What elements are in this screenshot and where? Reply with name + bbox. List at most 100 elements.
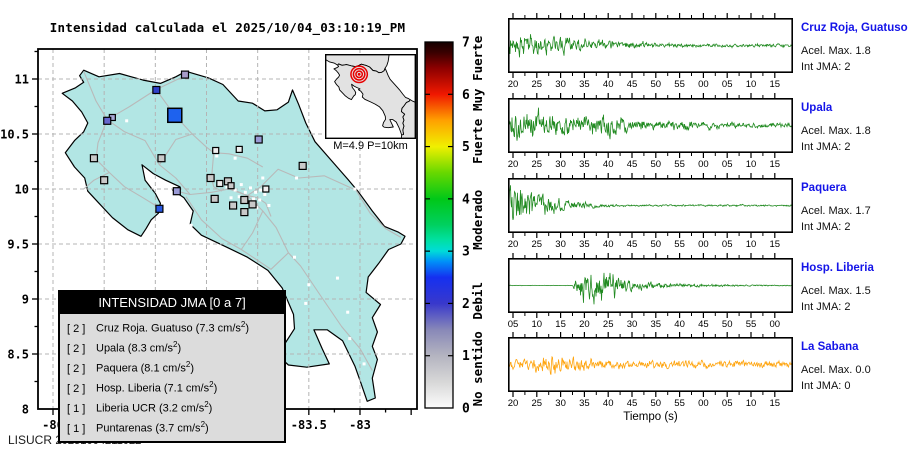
colorbar-tick-label: 2 [462,297,470,312]
colorbar-gradient [424,41,454,409]
int-jma-label: Int JMA: 2 [801,61,851,73]
station-dot [225,185,229,189]
intensity-map: -86-85.5-85-84.5-84-83.5-8388.599.51010.… [0,48,418,432]
station-intensity-marker [206,173,215,183]
superscript-2: 2 [173,340,178,350]
time-tick-label: 55 [674,239,685,250]
inset-frame [324,53,416,139]
legend-row: [ 2 ] Cruz Roja. Guatuso (7.3 cm/s2) [67,317,277,337]
legend-station-text: Puntarenas (3.7 cm/s [96,422,201,435]
y-axis-label: 8 [22,403,29,417]
intensity-bracket: [ 2 ] [67,362,86,375]
time-tick-label: 50 [651,79,662,90]
station-intensity-marker [180,70,190,79]
station-dot [248,186,252,190]
legend-station-text: Upala (8.3 cm/s [96,342,174,355]
station-dot [189,223,193,227]
legend-row: [ 1 ] Liberia UCR (3.2 cm/s2) [67,397,277,417]
time-tick-label: 40 [674,319,685,330]
legend-station-text: Paquera (8.1 cm/s [96,362,186,375]
station-dot [259,188,263,192]
time-tick-label: 40 [603,398,614,409]
int-jma-label: Int JMA: 2 [801,301,851,313]
time-tick-label: 25 [532,398,543,409]
time-tick-label: 20 [508,79,519,90]
road-line [240,210,264,250]
time-tick-label: 30 [555,239,566,250]
y-axis-label: 9 [22,293,29,307]
station-dot [254,190,258,194]
station-intensity-marker [240,195,249,205]
station-intensity-marker [89,154,99,163]
seismogram-trace [508,185,793,220]
time-tick-label: 20 [579,319,590,330]
station-dot [243,190,247,194]
inset-map [324,53,416,139]
y-axis-label: 10 [15,183,29,197]
time-tick-label: 00 [698,79,709,90]
station-intensity-marker [298,161,307,170]
station-dot [261,176,265,180]
time-tick-label: 05 [722,398,733,409]
station-dot [346,310,350,314]
road-line [247,168,357,197]
waveform-panel-5: 20 25 30 35 40 45 50 55 00 05 10 15 [508,332,793,409]
epicenter-symbol [357,72,361,76]
station-dot [237,195,241,199]
x-axis-label: -83 [349,418,371,432]
y-axis-label: 8.5 [7,348,29,362]
station-dot [229,196,233,200]
station-intensity-marker [248,200,257,209]
waveform-panel-1: 20 25 30 35 40 45 50 55 00 05 10 15 [508,13,793,90]
waveform-panel-4: 05 10 15 20 25 30 35 40 45 50 55 00 [508,253,793,330]
station-intensity-marker [152,85,161,95]
station-intensity-marker [229,201,238,210]
time-tick-label: 10 [746,239,757,250]
time-tick-label: 45 [698,319,709,330]
time-tick-label: 50 [722,319,733,330]
station-intensity-marker [212,146,220,155]
superscript-2: 2 [240,320,246,329]
time-tick-label: 05 [722,79,733,90]
time-tick-label: 40 [603,79,614,90]
acel-max-label: Acel. Max. 1.8 [801,125,871,137]
intensity-bracket: [ 1 ] [67,422,86,435]
legend-row: [ 2 ] Paquera (8.1 cm/s2) [67,357,277,377]
waveform-frame [508,258,793,314]
time-tick-label: 00 [698,239,709,250]
station-dot [252,197,256,201]
x-axis-label: -83.5 [291,418,327,432]
station-name: La Sabana [801,341,859,353]
time-tick-label: 45 [627,239,638,250]
inset-land-group [325,54,416,139]
time-tick-label: 00 [770,319,781,330]
colorbar-scale-label: Muy Fuerte [470,35,485,111]
colorbar-tick-label: 4 [462,192,470,207]
road-line [247,195,373,371]
station-intensity-marker [262,185,270,193]
time-tick-label: 35 [579,398,590,409]
station-dot [215,154,219,158]
road-line [211,152,223,192]
colorbar-scale-label: Moderado [470,190,485,250]
time-tick-label: 10 [746,79,757,90]
colorbar-scale-label: Fuerte [470,118,485,164]
time-tick-label: 55 [674,398,685,409]
time-tick-label: 40 [603,239,614,250]
y-axis-label: 10.5 [0,128,29,142]
time-tick-label: 35 [579,79,590,90]
intensity-bracket: [ 2 ] [67,342,86,355]
time-tick-label: 15 [770,239,781,250]
superscript-2: 2 [185,360,191,370]
time-tick-label: 50 [651,398,662,409]
legend-close-paren: ) [190,362,194,375]
seismogram-trace [508,355,793,375]
station-intensity-marker [216,179,224,188]
colorbar-scale-label: Debil [470,282,485,320]
station-dot [233,156,237,160]
superscript-2: 2 [204,400,209,410]
station-dot [258,198,262,202]
y-axis-label: 9.5 [7,238,29,252]
time-tick-label: 20 [508,398,519,409]
time-tick-label: 05 [508,319,519,330]
